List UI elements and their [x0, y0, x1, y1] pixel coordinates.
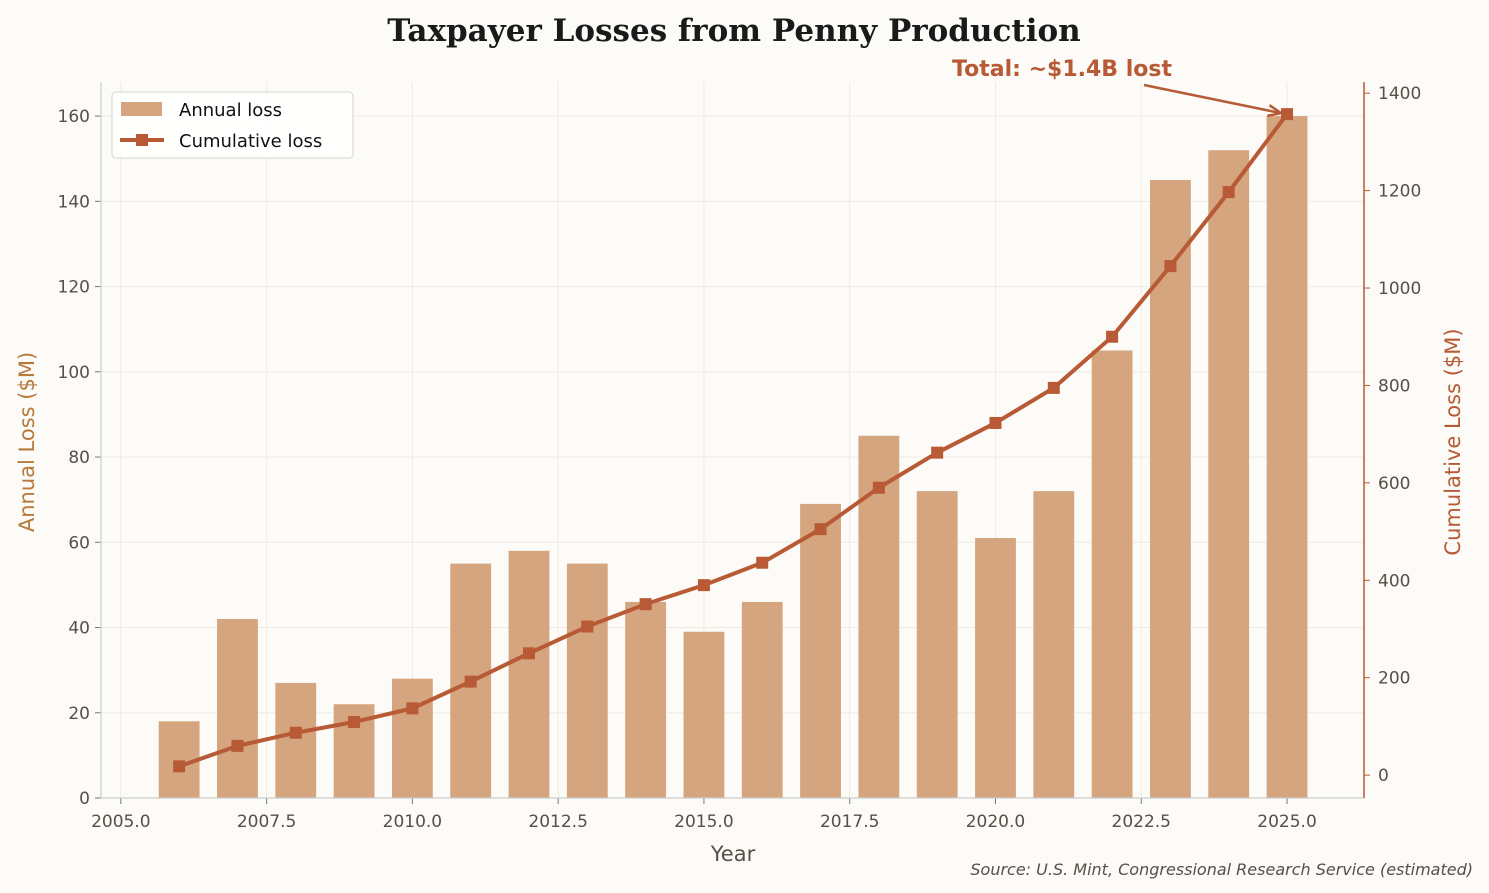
bar — [1208, 150, 1250, 798]
annotation-text: Total: ~$1.4B lost — [952, 57, 1172, 82]
axes: 2005.0 2007.5 2010.0 2012.5 2015.0 2017.5 2020… — [58, 82, 1421, 832]
bar — [566, 563, 608, 798]
line-marker — [1047, 381, 1060, 394]
annotation-arrowhead — [1267, 104, 1285, 118]
x-tick-label: 2010.0 — [383, 812, 442, 832]
x-tick-label: 2015.0 — [674, 812, 733, 832]
legend-swatch-annual — [121, 102, 162, 116]
line-marker — [231, 739, 244, 752]
y-axis-label: Annual Loss ($M) — [15, 352, 39, 532]
y-tick-label: 60 — [68, 533, 90, 553]
y2-tick-label: 1000 — [1378, 279, 1421, 299]
bar — [217, 619, 258, 798]
bar — [1033, 491, 1075, 798]
y2-tick-label: 800 — [1378, 376, 1410, 396]
bar — [683, 631, 725, 798]
y2-axis-label: Cumulative Loss ($M) — [1441, 328, 1465, 555]
bar — [741, 601, 783, 798]
line-marker — [289, 726, 302, 739]
y2-tick-label: 1400 — [1378, 84, 1421, 104]
y-tick-label: 20 — [68, 704, 90, 724]
x-tick-label: 2025.0 — [1257, 812, 1316, 832]
line-marker — [814, 523, 827, 536]
line-marker — [464, 675, 477, 688]
bar — [275, 682, 317, 798]
bar — [1150, 180, 1191, 798]
line-marker — [348, 716, 361, 729]
line-marker — [989, 416, 1002, 429]
annotation-arrow — [1143, 83, 1282, 115]
x-tick-label: 2017.5 — [820, 812, 879, 832]
chart-title: Taxpayer Losses from Penny Production — [387, 13, 1080, 49]
cumulative-line-path — [178, 112, 1289, 769]
bar — [975, 538, 1016, 798]
line-marker — [522, 647, 535, 660]
y2-tick-label: 400 — [1378, 571, 1410, 591]
legend: Annual loss Cumulative loss — [111, 91, 354, 159]
y2-tick-label: 0 — [1378, 766, 1389, 786]
y-tick-label: 160 — [58, 107, 90, 127]
x-tick-label: 2020.0 — [966, 812, 1025, 832]
line-marker — [173, 760, 186, 773]
y-tick-label: 120 — [58, 278, 90, 298]
y-tick-label: 0 — [79, 789, 90, 809]
bars — [158, 116, 1308, 799]
line-marker — [1164, 260, 1177, 273]
x-tick-label: 2007.5 — [237, 812, 296, 832]
y2-tick-label: 1200 — [1378, 182, 1421, 202]
line-marker — [1281, 108, 1294, 121]
x-tick-label: 2022.5 — [1112, 812, 1171, 832]
y2-tick-label: 200 — [1378, 669, 1410, 689]
legend-label-annual: Annual loss — [179, 100, 282, 121]
y-tick-label: 80 — [68, 448, 90, 468]
y-tick-label: 140 — [58, 192, 90, 212]
x-tick-label: 2012.5 — [528, 812, 587, 832]
cumulative-line — [173, 108, 1294, 773]
bar — [916, 491, 958, 798]
y2-tick-label: 600 — [1378, 474, 1410, 494]
line-marker — [756, 556, 769, 569]
source-note: Source: U.S. Mint, Congressional Researc… — [970, 860, 1473, 879]
legend-swatch-cumulative-marker — [136, 134, 148, 146]
bar — [800, 503, 841, 798]
bar — [1266, 116, 1308, 799]
bar — [1091, 350, 1133, 798]
x-tick-label: 2005.0 — [91, 812, 150, 832]
bar — [508, 550, 550, 798]
legend-box — [111, 91, 354, 159]
line-marker — [1106, 330, 1119, 343]
bar — [625, 601, 667, 798]
bar — [391, 678, 433, 798]
line-marker — [406, 702, 419, 715]
line-marker — [639, 598, 652, 611]
line-marker — [697, 579, 710, 592]
y-tick-label: 40 — [68, 619, 90, 639]
y-tick-label: 100 — [58, 363, 90, 383]
x-axis-label: Year — [710, 842, 756, 866]
line-marker — [581, 620, 594, 633]
line-marker — [1222, 186, 1235, 199]
line-marker — [931, 446, 944, 459]
legend-label-cumulative: Cumulative loss — [179, 131, 322, 152]
line-marker — [872, 481, 885, 494]
annotation: Total: ~$1.4B lost — [952, 57, 1285, 118]
